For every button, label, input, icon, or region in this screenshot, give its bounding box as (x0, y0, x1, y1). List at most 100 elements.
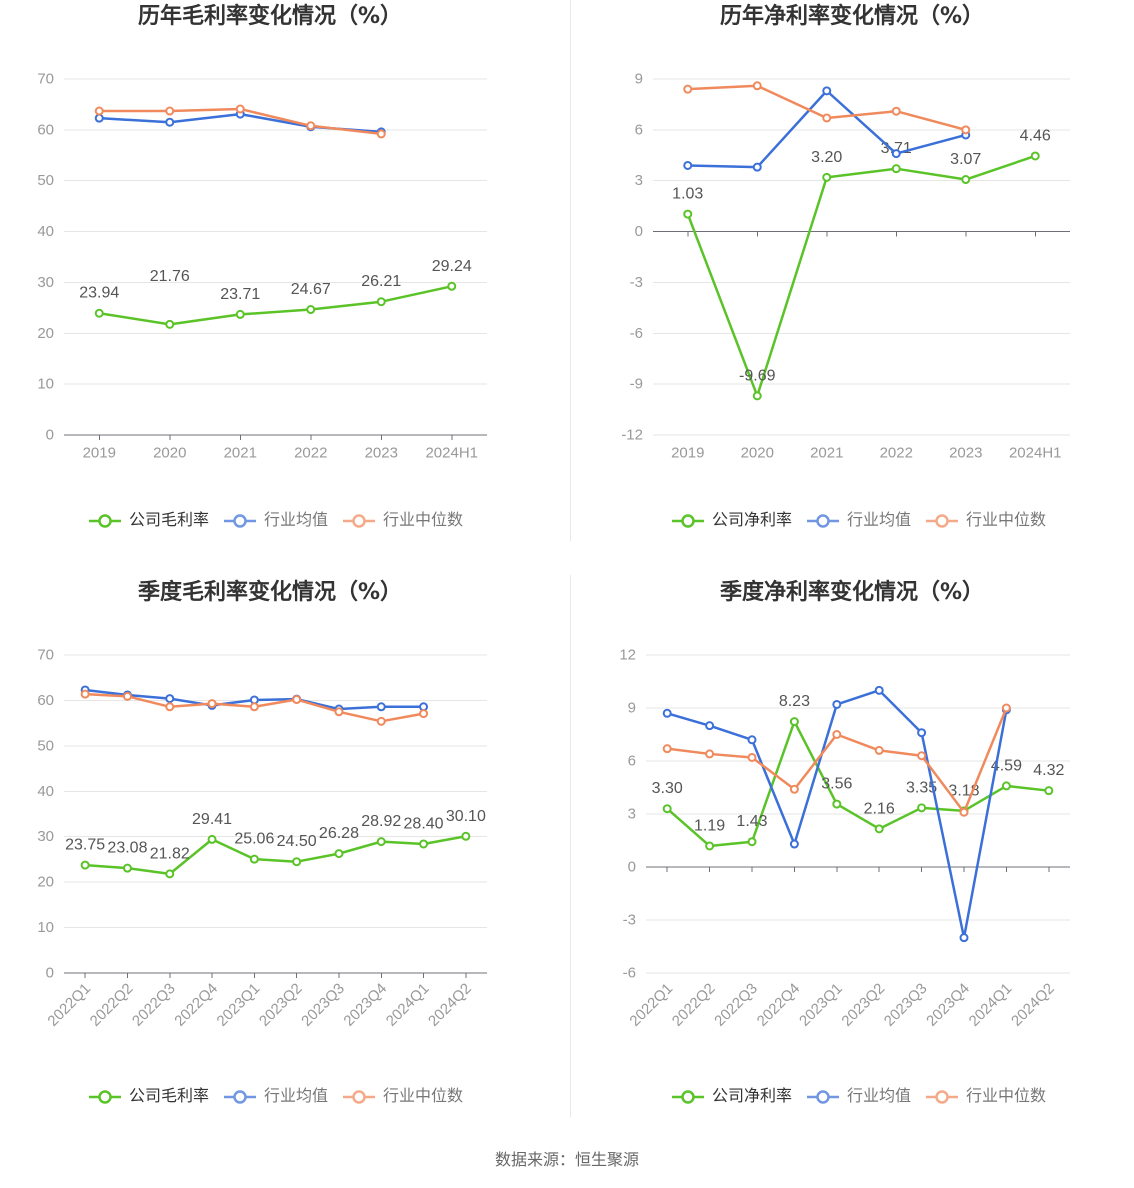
industry-median-point (959, 807, 969, 817)
industry-median-series (94, 104, 386, 139)
industry-avg-point (376, 702, 386, 712)
x-tick-label: 2021 (810, 445, 843, 462)
legend-line-marker-icon (343, 514, 375, 528)
y-tick-label: 70 (37, 71, 54, 88)
company-point (376, 837, 386, 847)
company-point (705, 841, 715, 851)
company-data-label: 21.82 (150, 845, 190, 862)
x-tick-label: 2023Q1 (796, 980, 846, 1030)
legend-item-industry-median[interactable]: 行业中位数 (926, 1086, 1046, 1108)
y-tick-label: 3 (628, 806, 636, 823)
industry-avg-point (874, 685, 884, 695)
industry-median-point (419, 709, 429, 719)
x-tick-label: 2023Q4 (923, 980, 973, 1030)
legend-item-industry-median[interactable]: 行业中位数 (343, 1086, 463, 1108)
industry-avg-point (747, 735, 757, 745)
legend-item-industry-avg[interactable]: 行业均值 (223, 1086, 328, 1108)
y-tick-label: -3 (623, 912, 636, 929)
company-point (376, 297, 386, 307)
company-series: 1.03 -9.69 3.20 3.71 3.07 4.46 (672, 127, 1051, 401)
legend-line-marker-icon (806, 514, 839, 528)
x-tick-label: 2022 (880, 445, 913, 462)
company-point (207, 834, 217, 844)
company-series: 23.94 21.76 23.71 24.67 26.21 29.24 (79, 258, 472, 329)
industry-median-point (789, 784, 799, 794)
industry-median-series (80, 689, 429, 726)
x-tick-label: 2022 (294, 445, 327, 462)
x-tick-label: 2019 (83, 445, 116, 462)
company-data-label: 23.75 (65, 837, 105, 854)
company-data-label: 23.08 (107, 840, 147, 857)
y-tick-label: 0 (46, 427, 54, 444)
company-data-label: 3.30 (652, 780, 683, 797)
x-tick-label: 2024H1 (425, 445, 478, 462)
company-line (83, 835, 468, 876)
column-divider-top (570, 0, 571, 541)
legend-item-industry-avg[interactable]: 行业均值 (806, 1086, 911, 1108)
y-tick-label: 30 (37, 274, 54, 291)
legend-label: 公司净利率 (711, 512, 792, 529)
x-tick-label: 2023 (949, 445, 982, 462)
legend-line-marker-icon (88, 514, 121, 528)
x-tick-label: 2023Q2 (838, 980, 888, 1030)
x-tick-label: 2022Q4 (754, 980, 804, 1030)
company-data-label: 26.21 (361, 273, 401, 290)
chart-2-plot: 9 6 3 0 -3 -6 -9 -12 2019 2020 2021 2022 2023 2024H1 1… (621, 71, 1070, 462)
legend-label: 行业均值 (263, 512, 328, 529)
industry-median-point (705, 749, 715, 759)
company-point (747, 837, 757, 847)
company-point (461, 831, 471, 841)
legend-item-industry-avg[interactable]: 行业均值 (223, 510, 328, 532)
legend-item-industry-median[interactable]: 行业中位数 (343, 510, 463, 532)
legend-item-company[interactable]: 公司净利率 (671, 510, 792, 532)
industry-median-point (874, 745, 884, 755)
company-data-label: -9.69 (739, 367, 776, 384)
industry-median-point (1001, 703, 1011, 713)
x-tick-label: 2023 (365, 445, 398, 462)
industry-avg-point (789, 839, 799, 849)
x-tick-label: 2020 (741, 445, 774, 462)
company-data-label: 28.92 (361, 813, 401, 830)
legend-item-company[interactable]: 公司毛利率 (88, 510, 209, 532)
y-tick-label: -3 (630, 274, 643, 291)
legend-annual-net-margin: 公司净利率 行业均值 行业中位数 (609, 510, 1109, 532)
data-source-note: 数据来源：恒生聚源 (494, 1152, 639, 1169)
legend-line-marker-icon (223, 1090, 256, 1104)
legend-item-company[interactable]: 公司毛利率 (88, 1086, 209, 1108)
industry-median-point (961, 125, 971, 135)
company-point (1044, 786, 1054, 796)
company-point (662, 804, 672, 814)
legend-line-marker-icon (926, 1090, 958, 1104)
legend-label: 行业均值 (846, 512, 911, 529)
legend-item-industry-median[interactable]: 行业中位数 (926, 510, 1046, 532)
industry-median-point (249, 702, 259, 712)
industry-median-point (334, 707, 344, 717)
legend-item-company[interactable]: 公司净利率 (671, 1086, 792, 1108)
chart-1-plot: 70 60 50 40 30 20 10 0 2019 2020 2021 2022 2023 2024H… (37, 71, 487, 462)
y-tick-label: 50 (37, 737, 54, 754)
legend-item-industry-avg[interactable]: 行业均值 (806, 510, 911, 532)
company-data-label: 3.35 (906, 779, 937, 796)
industry-avg-point (822, 86, 832, 96)
company-data-label: 28.40 (404, 815, 444, 832)
x-tick-label: 2020 (153, 445, 186, 462)
industry-median-point (832, 730, 842, 739)
x-tick-label: 2023Q3 (881, 980, 931, 1030)
chart-title-quarterly-net-margin: 季度净利率变化情况（%） (719, 580, 985, 605)
company-data-label: 1.03 (672, 186, 703, 203)
industry-avg-point (959, 933, 969, 943)
company-line (665, 720, 1051, 848)
y-tick-label: 9 (635, 71, 643, 88)
x-tick-label: 2022Q1 (626, 980, 676, 1030)
company-data-label: 29.24 (432, 258, 472, 275)
y-tick-label: -12 (621, 427, 643, 444)
legend-label: 公司毛利率 (128, 512, 209, 529)
x-tick-label: 2022Q2 (669, 980, 719, 1030)
company-data-label: 3.20 (811, 149, 842, 166)
company-data-label: 24.67 (291, 281, 331, 298)
industry-avg-point (94, 113, 104, 123)
legend-line-marker-icon (223, 514, 256, 528)
chart-title-quarterly-gross-margin: 季度毛利率变化情况（%） (137, 580, 403, 605)
industry-median-point (683, 84, 693, 94)
